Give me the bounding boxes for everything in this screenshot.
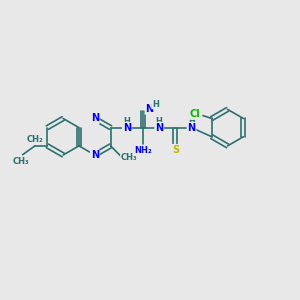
Text: H: H [188, 117, 195, 126]
Text: N: N [188, 123, 196, 133]
Text: CH₂: CH₂ [27, 135, 43, 144]
Text: NH₂: NH₂ [134, 146, 152, 155]
Text: N: N [155, 123, 163, 133]
Text: N: N [146, 104, 154, 114]
Text: CH₃: CH₃ [121, 153, 137, 162]
Text: H: H [152, 100, 159, 109]
Text: N: N [123, 123, 131, 133]
Text: H: H [123, 117, 130, 126]
Text: N: N [91, 150, 99, 160]
Text: H: H [156, 117, 163, 126]
Text: S: S [172, 145, 179, 155]
Text: Cl: Cl [189, 109, 200, 119]
Text: N: N [91, 113, 99, 124]
Text: CH₃: CH₃ [13, 157, 29, 166]
